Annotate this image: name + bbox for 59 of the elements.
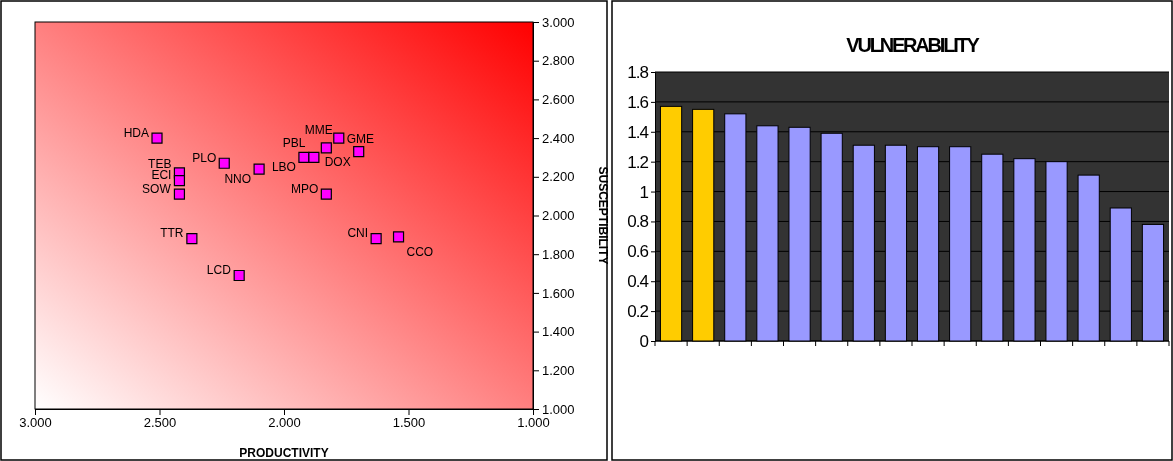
y-tick-label: 2.600 bbox=[542, 92, 575, 108]
point bbox=[370, 233, 382, 245]
y-tick-label: 0.4 bbox=[627, 272, 649, 292]
annotation: MME bbox=[304, 122, 333, 137]
point bbox=[308, 151, 320, 164]
y-tick-label: 1.400 bbox=[542, 324, 575, 340]
y-tick-label: 1.8 bbox=[627, 62, 649, 82]
annotation: MPO bbox=[290, 181, 319, 196]
annotation: SOW bbox=[142, 181, 172, 196]
x-tick-label: 1.500 bbox=[392, 415, 426, 431]
annotation: CCO bbox=[406, 244, 434, 259]
y-tick-label: 3.000 bbox=[542, 14, 575, 30]
point bbox=[151, 132, 163, 144]
y-tick-label: 1.200 bbox=[542, 362, 575, 378]
point bbox=[333, 132, 345, 144]
y-tick-label: 1.2 bbox=[627, 152, 649, 172]
annotation: HDA bbox=[123, 125, 150, 140]
x-tick-label: 2.000 bbox=[268, 415, 301, 431]
y-tick-label: 1.600 bbox=[542, 285, 575, 301]
annotation: PLO bbox=[192, 150, 217, 165]
y-tick-label: 0.2 bbox=[627, 302, 649, 322]
point bbox=[218, 157, 230, 169]
chart-title: VULNERABILITY bbox=[846, 34, 981, 56]
point bbox=[353, 146, 365, 158]
y-tick-label: 1 bbox=[639, 182, 649, 202]
y-tick-label: 2.800 bbox=[542, 53, 575, 69]
y-axis-title: SUSCEPTIBILITY bbox=[596, 166, 610, 265]
y-tick-label: 1.800 bbox=[542, 246, 575, 262]
y-tick-label: 1.000 bbox=[542, 401, 575, 417]
annotation: LBO bbox=[271, 160, 296, 175]
point bbox=[173, 175, 186, 187]
point bbox=[233, 269, 245, 282]
annotation: TEB bbox=[148, 156, 172, 171]
point bbox=[392, 231, 405, 243]
y-tick-label: 2.400 bbox=[542, 130, 575, 146]
annotation: CNI bbox=[347, 226, 369, 241]
x-tick-label: 1.000 bbox=[517, 415, 550, 431]
x-tick-label: 3.000 bbox=[19, 415, 52, 431]
annotation: ECI bbox=[151, 168, 172, 183]
y-tick-label: 2.200 bbox=[542, 169, 575, 185]
annotation: GME bbox=[346, 131, 375, 146]
y-tick-label: 0.6 bbox=[627, 242, 649, 262]
annotation: NNO bbox=[224, 172, 252, 187]
y-tick-label: 2.000 bbox=[542, 208, 575, 224]
annotation: DOX bbox=[324, 154, 351, 169]
x-axis-title: PRODUCTIVITY bbox=[239, 446, 329, 460]
y-tick-label: 0.8 bbox=[627, 212, 649, 232]
y-tick-label: 0 bbox=[639, 331, 649, 351]
annotation: PBL bbox=[282, 136, 306, 151]
annotation: LCD bbox=[206, 262, 232, 277]
point bbox=[320, 142, 332, 154]
point bbox=[173, 188, 186, 200]
point bbox=[253, 163, 265, 175]
y-tick-label: 1.6 bbox=[627, 92, 649, 112]
y-tick-label: 1.4 bbox=[627, 122, 649, 142]
point bbox=[186, 233, 198, 245]
x-tick-label: 2.500 bbox=[143, 415, 177, 431]
annotation: TTR bbox=[160, 226, 184, 241]
point bbox=[320, 188, 332, 200]
